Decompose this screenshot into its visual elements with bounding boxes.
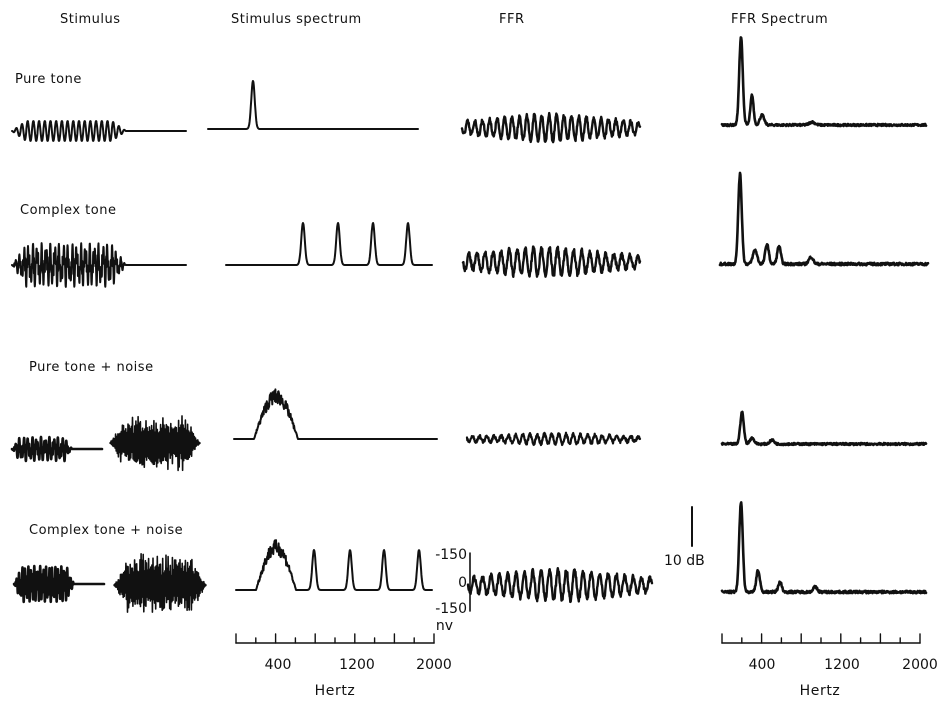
ffr-spectrum-complex-tone: [718, 171, 930, 267]
row-label-pure-tone-noise: Pure tone + noise: [29, 360, 154, 375]
ffr-spectrum-complex-tone-noise: [720, 501, 928, 595]
stim-axis-tick-400: 400: [264, 657, 292, 673]
stimulus-wave-complex-tone: [11, 242, 187, 288]
stimulus-wave-complex-tone-burst: [12, 564, 106, 604]
ffr-spectrum-pure-tone-noise: [720, 410, 928, 447]
ffr-scale-unit: nv: [435, 618, 453, 634]
stimulus-wave-complex-tone-noise: [113, 553, 207, 613]
ffr-scale-top: -150: [435, 547, 467, 563]
stim-spectrum-complex-tone: [225, 222, 433, 266]
ffr-wave-pure-tone: [460, 111, 642, 144]
stim-axis-tick-1200: 1200: [339, 657, 375, 673]
ffr-wave-complex-tone-noise: [466, 567, 654, 604]
ffr-wave-complex-tone: [461, 245, 642, 278]
stim-spectrum-pure-tone: [207, 80, 419, 130]
ffr-axis-tick-400: 400: [748, 657, 776, 673]
waveforms-group: [10, 36, 930, 613]
ffr-axis-tick-1200: 1200: [824, 657, 860, 673]
header-stimulus-spectrum: Stimulus spectrum: [231, 12, 362, 27]
stim-spectrum-pure-tone-noise: [233, 388, 438, 440]
row-label-complex-tone: Complex tone: [20, 203, 117, 218]
ffr-scale-bottom: -150: [435, 601, 467, 617]
stim-axis-tick-2000: 2000: [416, 657, 452, 673]
header-ffr: FFR: [499, 12, 525, 27]
ffr-spectrum-pure-tone: [720, 36, 928, 128]
row-label-complex-tone-noise: Complex tone + noise: [29, 523, 184, 538]
ffr-wave-pure-tone-noise: [465, 431, 642, 447]
row-label-pure-tone: Pure tone: [15, 72, 82, 87]
stim-axis-unit: Hertz: [314, 683, 356, 699]
ffr-axis-tick-2000: 2000: [902, 657, 938, 673]
header-stimulus: Stimulus: [60, 12, 121, 27]
stimulus-wave-pure-tone: [11, 120, 187, 142]
stimulus-wave-pure-tone-burst: [10, 435, 104, 463]
ffr-scale-mid: 0: [458, 575, 467, 591]
axes-group: [235, 506, 921, 644]
header-ffr-spectrum: FFR Spectrum: [731, 12, 829, 27]
stimulus-wave-pure-tone-noise: [109, 415, 201, 472]
stim-spectrum-complex-tone-noise: [235, 539, 433, 591]
ffr-axis-unit: Hertz: [799, 683, 841, 699]
db-scale-label: 10 dB: [664, 553, 705, 569]
